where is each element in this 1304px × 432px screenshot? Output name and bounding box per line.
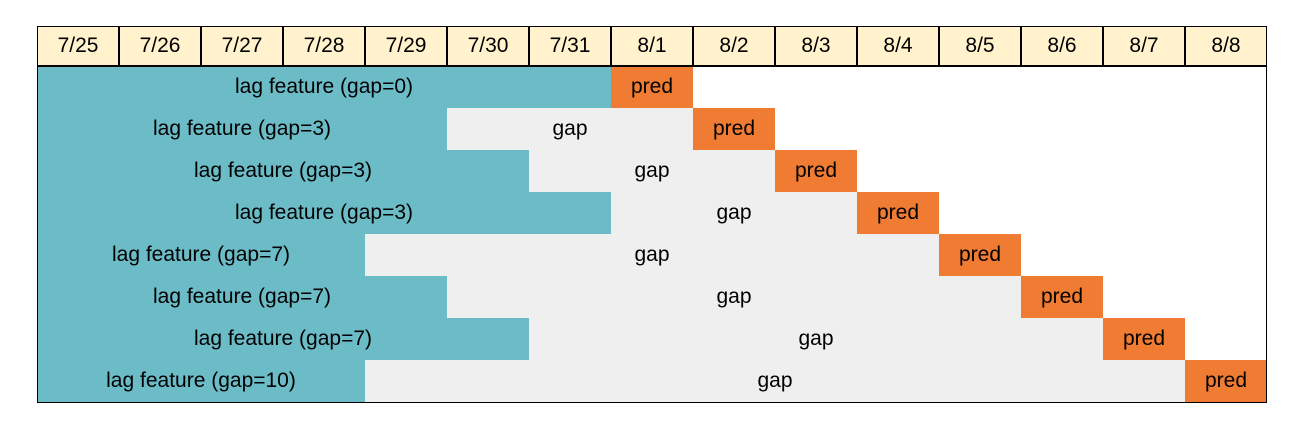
- pred-block: pred: [939, 234, 1021, 276]
- date-header-cell: 7/27: [201, 26, 283, 66]
- gap-block: gap: [365, 234, 939, 276]
- date-header-cell: 7/31: [529, 26, 611, 66]
- date-header-cell: 7/25: [37, 26, 119, 66]
- lag-feature-timeline-diagram: 7/25 7/26 7/27 7/28 7/29 7/30 7/31 8/1 8/2 8/3 8/4…: [37, 26, 1267, 403]
- lag-feature-block: lag feature (gap=3): [37, 150, 529, 192]
- lag-feature-block: lag feature (gap=3): [37, 192, 611, 234]
- lag-feature-block: lag feature (gap=0): [37, 66, 611, 108]
- date-header-cell: 7/26: [119, 26, 201, 66]
- date-header-cell: 7/29: [365, 26, 447, 66]
- date-header-cell: 8/2: [693, 26, 775, 66]
- gap-block: gap: [447, 108, 693, 150]
- lag-feature-block: lag feature (gap=7): [37, 234, 365, 276]
- pred-block: pred: [1103, 318, 1185, 360]
- date-header-cell: 8/1: [611, 26, 693, 66]
- date-header-cell: 8/3: [775, 26, 857, 66]
- pred-block: pred: [693, 108, 775, 150]
- lag-feature-block: lag feature (gap=7): [37, 318, 529, 360]
- pred-block: pred: [857, 192, 939, 234]
- pred-block: pred: [611, 66, 693, 108]
- date-header-cell: 8/4: [857, 26, 939, 66]
- gap-block: gap: [365, 360, 1185, 402]
- date-header-cell: 8/5: [939, 26, 1021, 66]
- gap-block: gap: [611, 192, 857, 234]
- date-header-cell: 7/30: [447, 26, 529, 66]
- pred-block: pred: [775, 150, 857, 192]
- gap-block: gap: [529, 150, 775, 192]
- lag-feature-block: lag feature (gap=3): [37, 108, 447, 150]
- date-header-cell: 8/7: [1103, 26, 1185, 66]
- pred-block: pred: [1185, 360, 1267, 402]
- pred-block: pred: [1021, 276, 1103, 318]
- gap-block: gap: [447, 276, 1021, 318]
- lag-feature-block: lag feature (gap=7): [37, 276, 447, 318]
- date-header-cell: 8/6: [1021, 26, 1103, 66]
- gap-block: gap: [529, 318, 1103, 360]
- date-header-cell: 8/8: [1185, 26, 1267, 66]
- date-header-cell: 7/28: [283, 26, 365, 66]
- lag-feature-block: lag feature (gap=10): [37, 360, 365, 402]
